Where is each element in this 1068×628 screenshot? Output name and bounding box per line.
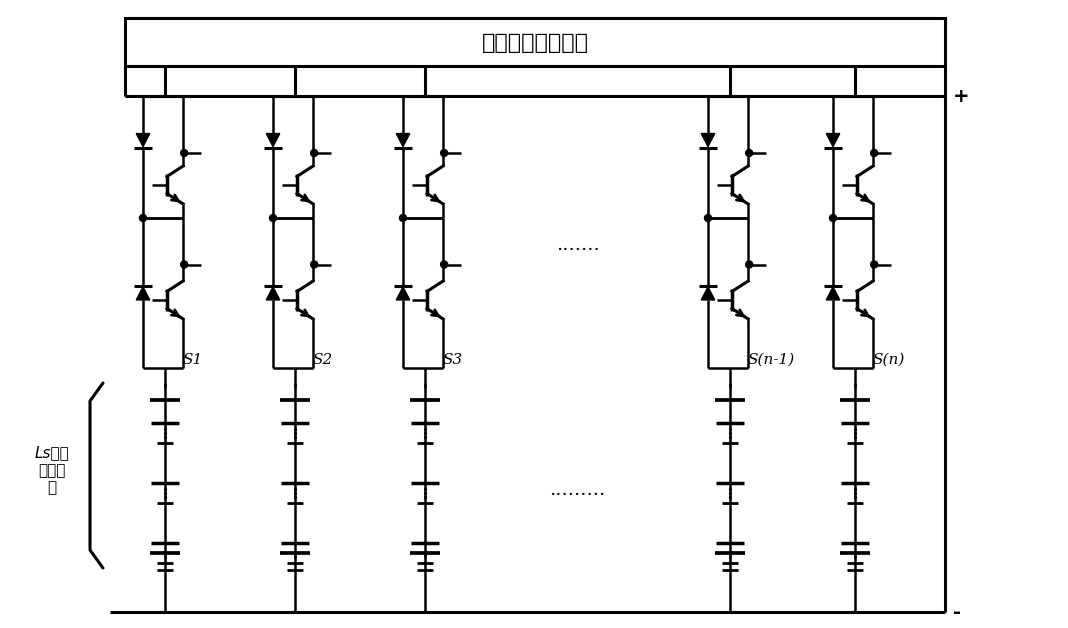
Text: Ls个蓄
电池单
体: Ls个蓄 电池单 体 <box>34 446 69 495</box>
Circle shape <box>830 215 836 222</box>
Text: .........: ......... <box>549 481 606 499</box>
Text: S(n-1): S(n-1) <box>748 353 796 367</box>
Circle shape <box>441 149 447 156</box>
Text: S2: S2 <box>313 353 333 367</box>
Polygon shape <box>266 134 280 146</box>
Text: +: + <box>953 87 970 106</box>
Circle shape <box>180 149 188 156</box>
Polygon shape <box>702 134 714 146</box>
Circle shape <box>311 261 317 268</box>
Circle shape <box>399 215 407 222</box>
Polygon shape <box>827 134 839 146</box>
Circle shape <box>269 215 277 222</box>
Polygon shape <box>702 287 714 300</box>
Circle shape <box>311 149 317 156</box>
Polygon shape <box>396 287 410 300</box>
Polygon shape <box>137 134 150 146</box>
Circle shape <box>745 149 753 156</box>
Circle shape <box>745 261 753 268</box>
Circle shape <box>870 149 878 156</box>
Bar <box>125 18 945 66</box>
Circle shape <box>140 215 146 222</box>
Polygon shape <box>266 287 280 300</box>
Circle shape <box>705 215 711 222</box>
Text: 蓄电池开关控制器: 蓄电池开关控制器 <box>482 33 588 53</box>
Text: S3: S3 <box>443 353 464 367</box>
Text: S(n): S(n) <box>873 353 906 367</box>
Circle shape <box>441 261 447 268</box>
Polygon shape <box>827 287 839 300</box>
Text: .......: ....... <box>555 236 599 254</box>
Text: -: - <box>953 602 961 622</box>
Polygon shape <box>396 134 410 146</box>
Circle shape <box>180 261 188 268</box>
Polygon shape <box>137 287 150 300</box>
Text: S1: S1 <box>183 353 203 367</box>
Circle shape <box>870 261 878 268</box>
